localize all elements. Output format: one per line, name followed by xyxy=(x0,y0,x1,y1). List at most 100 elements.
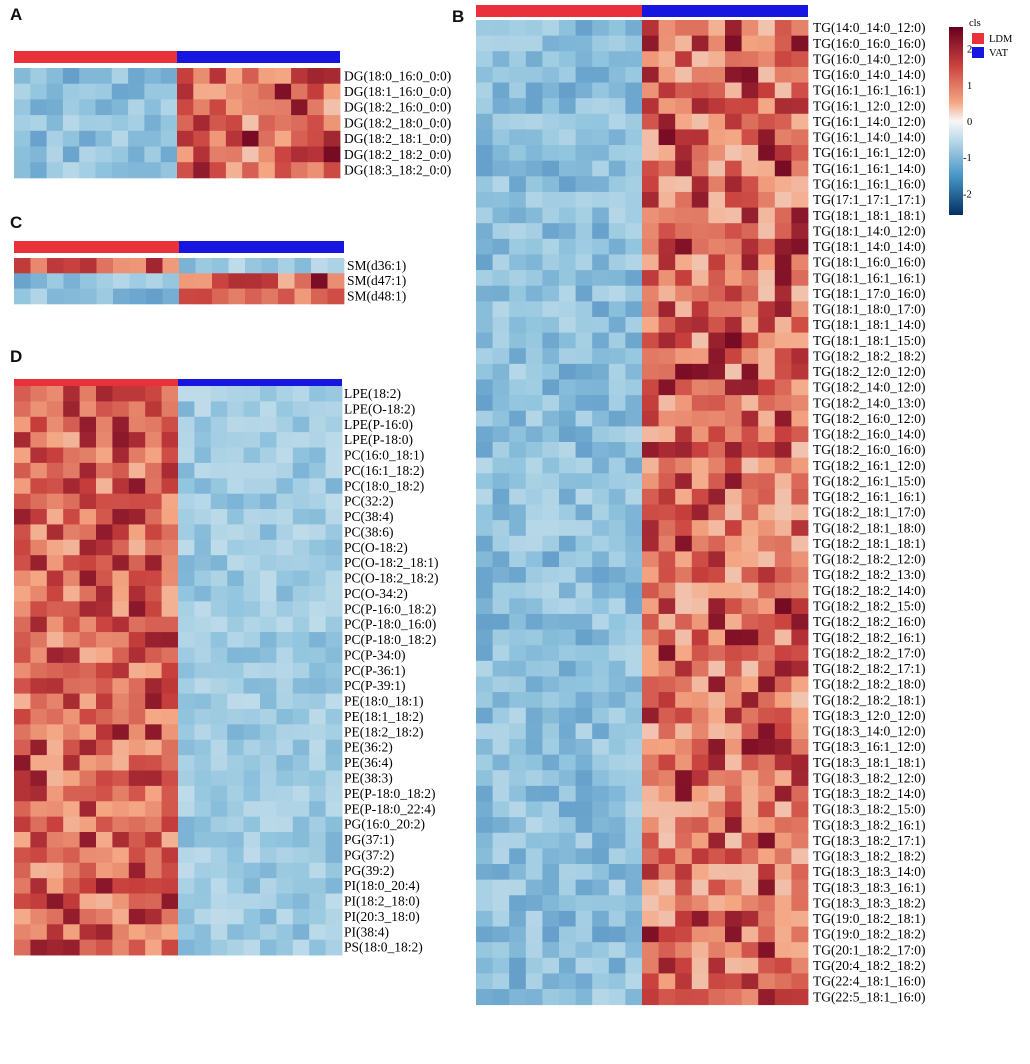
heatmap-cell xyxy=(209,130,227,147)
heatmap-cell xyxy=(323,99,341,116)
heatmap-cell xyxy=(63,816,80,833)
heatmap-cell xyxy=(14,816,31,833)
heatmap-cell xyxy=(128,478,146,495)
heatmap-cell xyxy=(559,785,576,802)
heatmap-cell xyxy=(708,113,726,130)
heatmap-cell xyxy=(276,447,294,464)
heatmap-cell xyxy=(14,678,31,694)
heatmap-cell xyxy=(243,401,261,418)
heatmap-cell xyxy=(63,862,80,879)
heatmap-cell xyxy=(625,754,643,771)
heatmap-cell xyxy=(791,817,809,834)
heatmap-cell xyxy=(592,363,610,380)
heatmap-cell xyxy=(325,524,343,541)
heatmap-cell xyxy=(509,707,527,724)
heatmap-cell xyxy=(46,893,64,910)
heatmap-cell xyxy=(774,989,792,1006)
heatmap-cell xyxy=(492,176,510,193)
heatmap-cell xyxy=(63,539,80,556)
heatmap-cell xyxy=(128,662,146,679)
heatmap-cell xyxy=(691,754,709,771)
heatmap-cell xyxy=(46,83,64,100)
heatmap-cell xyxy=(658,692,676,709)
heatmap-cell xyxy=(14,68,31,85)
heatmap-cell xyxy=(492,989,510,1006)
heatmap-cell xyxy=(161,616,179,633)
row-label: TG(16:1_16:1_16:0) xyxy=(813,176,926,191)
heatmap-cell xyxy=(675,801,693,818)
heatmap-cell xyxy=(708,20,726,37)
heatmap-cell xyxy=(476,864,493,881)
heatmap-cell xyxy=(47,288,64,305)
row-label: LPE(18:2) xyxy=(344,386,401,401)
heatmap-cell xyxy=(161,585,179,602)
heatmap-cell xyxy=(210,447,228,464)
heatmap-cell xyxy=(79,68,96,85)
heatmap-cell xyxy=(145,555,162,571)
heatmap-cell xyxy=(791,598,809,615)
heatmap-cell xyxy=(227,524,244,541)
heatmap-cell xyxy=(625,238,643,255)
heatmap-cell xyxy=(525,176,543,193)
heatmap-cell xyxy=(63,632,80,648)
heatmap-cell xyxy=(30,478,48,495)
heatmap-cell xyxy=(227,878,244,894)
heatmap-cell xyxy=(741,754,759,771)
heatmap-cell xyxy=(145,801,162,818)
heatmap-cell xyxy=(708,379,726,396)
heatmap-cell xyxy=(691,613,709,630)
heatmap-cell xyxy=(492,426,510,443)
row-label: TG(16:0_14:0_14:0) xyxy=(813,67,926,82)
group-bar-vat xyxy=(642,5,808,17)
heatmap-cell xyxy=(741,504,759,521)
heatmap-cell xyxy=(542,223,560,240)
heatmap-cell xyxy=(658,504,676,521)
heatmap-cell xyxy=(95,146,113,163)
heatmap-cell xyxy=(575,848,593,865)
heatmap-cell xyxy=(559,379,576,396)
heatmap-cell xyxy=(791,520,809,537)
heatmap-cell xyxy=(79,146,96,163)
heatmap-cell xyxy=(194,401,212,418)
heatmap-cell xyxy=(63,893,80,910)
heatmap-cell xyxy=(63,447,80,464)
heatmap-cell xyxy=(292,893,310,910)
heatmap-cell xyxy=(492,207,510,224)
heatmap-cell xyxy=(243,893,261,910)
heatmap-cell xyxy=(708,785,726,802)
heatmap-cell xyxy=(260,601,277,618)
heatmap-cell xyxy=(30,847,48,864)
heatmap-cell xyxy=(642,82,659,99)
heatmap-cell xyxy=(145,816,162,833)
heatmap-cell xyxy=(492,285,510,302)
heatmap-cell xyxy=(128,847,146,864)
heatmap-cell xyxy=(128,493,146,510)
heatmap-cell xyxy=(112,539,130,556)
heatmap-cell xyxy=(675,692,693,709)
heatmap-cell xyxy=(741,254,759,271)
heatmap-cell xyxy=(642,426,659,443)
heatmap-cell xyxy=(476,551,493,568)
legend-swatch-vat xyxy=(972,47,984,58)
heatmap-cell xyxy=(14,83,31,100)
heatmap-cell xyxy=(210,770,228,787)
heatmap-cell xyxy=(625,551,643,568)
heatmap-cell xyxy=(608,176,626,193)
heatmap-cell xyxy=(658,676,676,693)
heatmap-cell xyxy=(492,801,510,818)
heatmap-cell xyxy=(63,878,80,894)
heatmap-cell xyxy=(525,723,543,740)
heatmap-cell xyxy=(559,832,576,849)
heatmap-cell xyxy=(608,113,626,130)
heatmap-cell xyxy=(774,910,792,927)
heatmap-cell xyxy=(210,939,228,956)
heatmap-cell xyxy=(30,524,48,541)
heatmap-cell xyxy=(63,401,80,418)
heatmap-cell xyxy=(46,785,64,802)
heatmap-cell xyxy=(675,129,693,146)
heatmap-cell xyxy=(575,738,593,756)
heatmap-cell xyxy=(145,678,162,694)
heatmap-cell xyxy=(708,426,726,443)
heatmap-cell xyxy=(476,488,493,505)
heatmap-cell xyxy=(642,848,659,865)
